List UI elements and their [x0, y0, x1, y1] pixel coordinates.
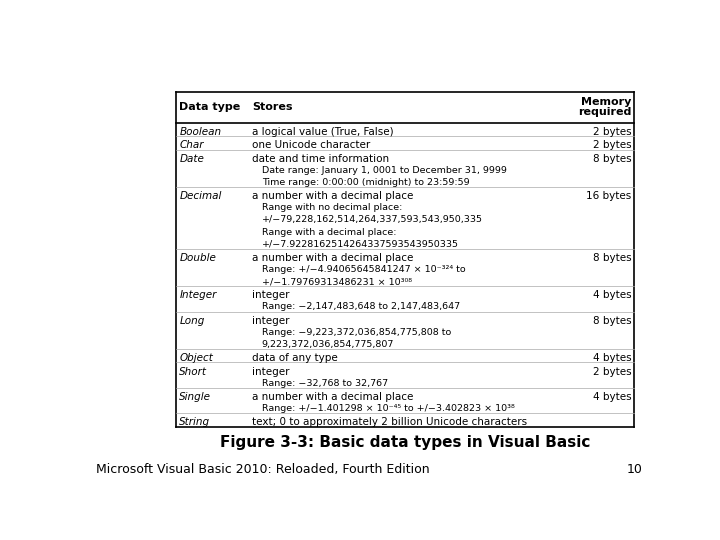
Text: 8 bytes: 8 bytes — [593, 316, 631, 326]
Text: date and time information: date and time information — [252, 154, 389, 164]
Text: Object: Object — [179, 353, 213, 363]
Text: Short: Short — [179, 367, 207, 376]
Text: Double: Double — [179, 253, 216, 263]
Text: integer: integer — [252, 367, 289, 376]
Text: 4 bytes: 4 bytes — [593, 291, 631, 300]
Text: a number with a decimal place: a number with a decimal place — [252, 253, 413, 263]
Text: Range with a decimal place:: Range with a decimal place: — [262, 227, 397, 237]
Text: 2 bytes: 2 bytes — [593, 140, 631, 151]
Text: 4 bytes: 4 bytes — [593, 392, 631, 402]
Text: Decimal: Decimal — [179, 191, 222, 201]
Text: Char: Char — [179, 140, 204, 151]
Text: Range: −32,768 to 32,767: Range: −32,768 to 32,767 — [262, 379, 388, 388]
Text: text; 0 to approximately 2 billion Unicode characters: text; 0 to approximately 2 billion Unico… — [252, 417, 527, 427]
Text: 16 bytes: 16 bytes — [586, 191, 631, 201]
Text: integer: integer — [252, 316, 289, 326]
Text: Figure 3-3: Basic data types in Visual Basic: Figure 3-3: Basic data types in Visual B… — [220, 435, 590, 450]
Text: 10: 10 — [626, 463, 642, 476]
Text: a number with a decimal place: a number with a decimal place — [252, 392, 413, 402]
Text: integer: integer — [252, 291, 289, 300]
Text: +/−1.79769313486231 × 10³⁰⁸: +/−1.79769313486231 × 10³⁰⁸ — [262, 277, 412, 286]
Text: Date range: January 1, 0001 to December 31, 9999: Date range: January 1, 0001 to December … — [262, 166, 507, 175]
Text: data of any type: data of any type — [252, 353, 338, 363]
Text: Memory: Memory — [581, 97, 631, 107]
Text: Boolean: Boolean — [179, 127, 222, 137]
Text: 9,223,372,036,854,775,807: 9,223,372,036,854,775,807 — [262, 340, 395, 349]
Text: Long: Long — [179, 316, 204, 326]
Text: +/−79,228,162,514,264,337,593,543,950,335: +/−79,228,162,514,264,337,593,543,950,33… — [262, 215, 483, 225]
Text: Date: Date — [179, 154, 204, 164]
Text: one Unicode character: one Unicode character — [252, 140, 370, 151]
Text: Integer: Integer — [179, 291, 217, 300]
Text: Range: −2,147,483,648 to 2,147,483,647: Range: −2,147,483,648 to 2,147,483,647 — [262, 302, 460, 312]
Text: Single: Single — [179, 392, 211, 402]
Text: 2 bytes: 2 bytes — [593, 367, 631, 376]
Text: 4 bytes: 4 bytes — [593, 353, 631, 363]
Text: Range with no decimal place:: Range with no decimal place: — [262, 204, 402, 212]
Text: a number with a decimal place: a number with a decimal place — [252, 191, 413, 201]
Text: Data type: Data type — [179, 103, 240, 112]
Text: 8 bytes: 8 bytes — [593, 253, 631, 263]
Text: 8 bytes: 8 bytes — [593, 154, 631, 164]
Text: Microsoft Visual Basic 2010: Reloaded, Fourth Edition: Microsoft Visual Basic 2010: Reloaded, F… — [96, 463, 429, 476]
Text: +/−7.9228162514264337593543950335: +/−7.9228162514264337593543950335 — [262, 240, 459, 248]
Text: required: required — [578, 107, 631, 117]
Text: Stores: Stores — [252, 103, 292, 112]
Text: a logical value (True, False): a logical value (True, False) — [252, 127, 393, 137]
Text: Range: +/−4.94065645841247 × 10⁻³²⁴ to: Range: +/−4.94065645841247 × 10⁻³²⁴ to — [262, 265, 466, 274]
Text: Range: −9,223,372,036,854,775,808 to: Range: −9,223,372,036,854,775,808 to — [262, 328, 451, 337]
Text: 2 bytes: 2 bytes — [593, 127, 631, 137]
Text: Time range: 0:00:00 (midnight) to 23:59:59: Time range: 0:00:00 (midnight) to 23:59:… — [262, 178, 469, 187]
Text: String: String — [179, 417, 210, 427]
Text: Range: +/−1.401298 × 10⁻⁴⁵ to +/−3.402823 × 10³⁸: Range: +/−1.401298 × 10⁻⁴⁵ to +/−3.40282… — [262, 404, 515, 413]
